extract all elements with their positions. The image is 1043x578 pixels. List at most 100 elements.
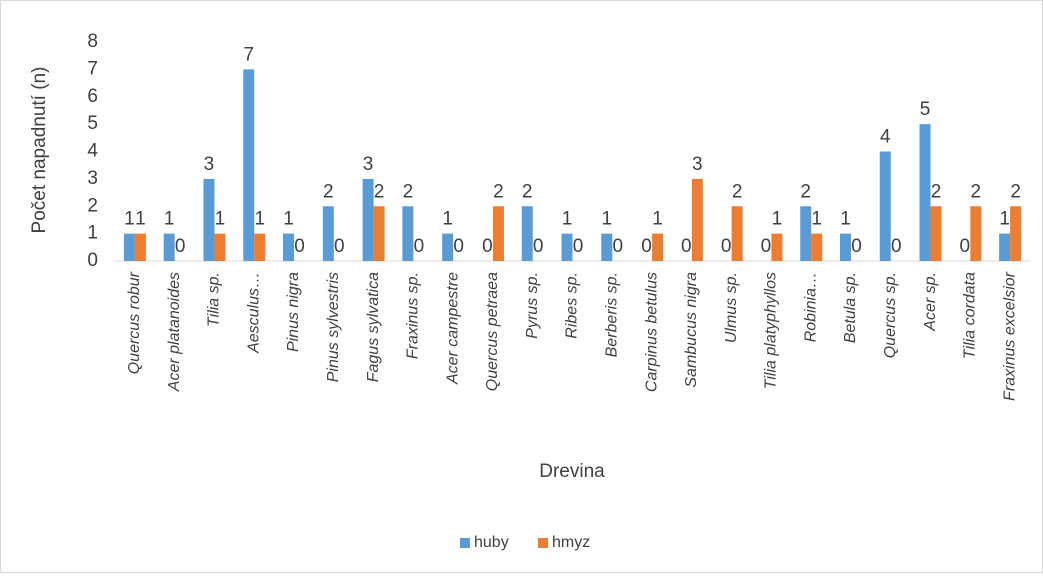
x-axis-label: Drevina (539, 461, 605, 482)
legend-label: huby (474, 534, 509, 551)
x-tick-label: Aesculus… (245, 272, 262, 354)
bar (402, 206, 414, 261)
x-tick-label: Acer sp. (922, 272, 939, 332)
bar (930, 206, 942, 261)
bar (771, 233, 783, 261)
data-label: 0 (612, 236, 623, 257)
data-label: 1 (772, 209, 783, 230)
data-label: 1 (164, 209, 175, 230)
bar (999, 233, 1011, 261)
x-tick-label: Fraxinus sp. (405, 272, 422, 359)
y-tick-label: 0 (87, 250, 98, 271)
legend-swatch (460, 538, 470, 548)
x-tick-label: Sambucus nigra (683, 272, 700, 388)
data-label: 1 (601, 209, 612, 230)
x-tick-label: Tilia platyphyllos (763, 272, 780, 389)
bar (561, 233, 573, 261)
data-label: 0 (453, 236, 464, 257)
x-tick-label: Tilia cordata (962, 272, 979, 359)
x-tick-label: Acer campestre (444, 272, 461, 385)
y-tick-label: 6 (87, 86, 98, 107)
data-label: 0 (681, 236, 692, 257)
data-label: 1 (442, 209, 453, 230)
data-label: 2 (374, 181, 385, 202)
x-tick-label: Pyrus sp. (524, 272, 541, 339)
y-tick-label: 1 (87, 223, 98, 244)
data-label: 1 (124, 209, 135, 230)
bar (123, 233, 135, 261)
x-tick-label: Pinus sylvestris (325, 272, 342, 382)
data-label: 2 (522, 181, 533, 202)
data-label: 0 (334, 236, 345, 257)
x-tick-label: Acer platanoides (166, 272, 183, 392)
x-tick-label: Pinus nigra (285, 272, 302, 352)
data-label: 3 (204, 154, 215, 175)
data-label: 2 (323, 181, 334, 202)
data-label: 1 (652, 209, 663, 230)
x-tick-label: Ulmus sp. (723, 272, 740, 343)
bar (134, 233, 146, 261)
bar (1010, 206, 1022, 261)
x-tick-label: Berberis sp. (604, 272, 621, 357)
x-tick-label: Betula sp. (842, 272, 859, 343)
bar (521, 206, 533, 261)
data-label: 2 (800, 181, 811, 202)
data-label: 0 (891, 236, 902, 257)
x-tick-label: Ribes sp. (564, 272, 581, 339)
bar (919, 124, 931, 261)
data-label: 1 (254, 209, 265, 230)
data-label: 0 (482, 236, 493, 257)
x-tick-label: Carpinus betulus (643, 272, 660, 392)
data-label: 1 (562, 209, 573, 230)
bar (879, 151, 891, 261)
data-label: 0 (960, 236, 971, 257)
bar (811, 233, 823, 261)
data-label: 0 (533, 236, 544, 257)
legend-label: hmyz (552, 534, 590, 551)
data-label: 0 (414, 236, 425, 257)
bar (243, 69, 255, 261)
y-tick-label: 4 (87, 141, 98, 162)
data-label: 1 (135, 209, 146, 230)
data-label: 2 (732, 181, 743, 202)
data-label: 2 (493, 181, 504, 202)
data-label: 0 (175, 236, 186, 257)
bar (283, 233, 295, 261)
x-tick-label: Fraxinus excelsior (1001, 271, 1018, 401)
y-tick-label: 2 (87, 195, 98, 216)
y-tick-label: 8 (87, 31, 98, 52)
data-label: 2 (1010, 181, 1021, 202)
data-label: 0 (761, 236, 772, 257)
data-label: 4 (880, 127, 891, 148)
bar (163, 233, 175, 261)
bar (214, 233, 226, 261)
data-label: 2 (971, 181, 982, 202)
data-label: 0 (294, 236, 305, 257)
bar (970, 206, 982, 261)
bar (362, 178, 374, 261)
y-tick-label: 5 (87, 113, 98, 134)
bar (800, 206, 812, 261)
y-tick-label: 3 (87, 168, 98, 189)
bar (652, 233, 664, 261)
x-tick-label: Tilia sp. (206, 272, 223, 327)
bar (442, 233, 454, 261)
data-label: 3 (692, 154, 703, 175)
data-label: 3 (363, 154, 374, 175)
bar (731, 206, 743, 261)
bar (492, 206, 504, 261)
data-label: 1 (811, 209, 822, 230)
data-label: 0 (641, 236, 652, 257)
data-label: 0 (721, 236, 732, 257)
bar (254, 233, 266, 261)
data-label: 2 (403, 181, 414, 202)
x-tick-label: Quercus robur (126, 271, 143, 374)
x-tick-label: Fagus sylvatica (365, 272, 382, 382)
data-label: 1 (215, 209, 226, 230)
bar (691, 178, 703, 261)
x-tick-label: Quercus sp. (882, 272, 899, 358)
data-label: 1 (840, 209, 851, 230)
data-label: 5 (920, 99, 931, 120)
